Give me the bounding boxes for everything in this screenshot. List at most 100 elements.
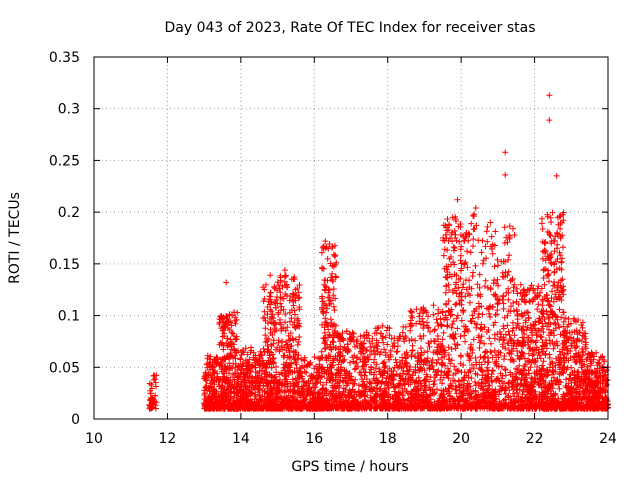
- data-point: [268, 313, 275, 320]
- data-point: [510, 358, 517, 365]
- data-point: [309, 380, 316, 387]
- data-point: [233, 316, 240, 323]
- data-point: [294, 322, 301, 329]
- data-point: [562, 315, 569, 322]
- data-point: [495, 300, 502, 306]
- data-point: [209, 380, 216, 387]
- data-point: [500, 305, 507, 312]
- data-point: [268, 373, 275, 380]
- data-point: [559, 276, 566, 283]
- data-point: [229, 330, 236, 337]
- data-point: [556, 385, 563, 392]
- data-point: [220, 368, 227, 375]
- data-point: [241, 379, 248, 386]
- data-point: [261, 398, 268, 405]
- data-point: [321, 340, 328, 347]
- data-point: [296, 282, 303, 288]
- data-point: [238, 349, 245, 356]
- data-point: [148, 405, 155, 412]
- data-point: [204, 352, 211, 359]
- data-point: [275, 389, 282, 396]
- data-point: [470, 212, 476, 219]
- data-point: [453, 315, 460, 322]
- data-point: [288, 315, 295, 322]
- data-point: [148, 396, 155, 403]
- data-point: [290, 353, 297, 360]
- data-point: [297, 405, 304, 412]
- data-point: [298, 356, 305, 363]
- data-point: [464, 264, 471, 271]
- data-point: [251, 400, 258, 407]
- data-point: [265, 346, 272, 353]
- data-point: [308, 375, 315, 382]
- data-point: [303, 379, 310, 386]
- data-point: [288, 359, 295, 366]
- data-point: [243, 367, 250, 374]
- data-point: [227, 401, 234, 408]
- data-point: [506, 223, 513, 230]
- data-point: [467, 299, 473, 306]
- data-point: [209, 359, 216, 366]
- data-point: [461, 260, 468, 267]
- data-point: [286, 337, 293, 344]
- data-point: [468, 375, 475, 382]
- data-point: [261, 348, 268, 355]
- data-point: [207, 353, 214, 360]
- data-point: [319, 309, 326, 315]
- data-point: [277, 279, 284, 286]
- data-point: [487, 219, 494, 226]
- data-point: [211, 368, 218, 375]
- data-point: [279, 295, 286, 302]
- data-point: [265, 405, 272, 411]
- data-point: [537, 333, 544, 340]
- data-point: [505, 296, 512, 303]
- data-point: [261, 308, 268, 315]
- data-point: [219, 333, 226, 340]
- data-point: [548, 219, 555, 226]
- data-point: [301, 388, 308, 395]
- data-point: [258, 352, 264, 359]
- data-point: [549, 288, 555, 295]
- data-point: [264, 372, 271, 379]
- data-point: [393, 349, 400, 355]
- data-point: [217, 313, 224, 320]
- data-point: [431, 378, 437, 384]
- data-point: [311, 365, 318, 372]
- data-point: [324, 255, 331, 262]
- data-point: [237, 355, 244, 362]
- data-point: [249, 390, 256, 397]
- data-point: [470, 269, 476, 276]
- data-point: [285, 392, 292, 399]
- data-point: [449, 321, 456, 327]
- data-point: [295, 317, 302, 324]
- data-point: [295, 295, 302, 302]
- data-point: [314, 389, 321, 396]
- data-point: [319, 298, 326, 305]
- data-point: [268, 341, 275, 348]
- data-point: [256, 392, 263, 399]
- data-point: [245, 359, 252, 366]
- data-point: [280, 361, 287, 368]
- data-point: [440, 329, 447, 336]
- data-point: [327, 260, 334, 267]
- data-point: [310, 384, 317, 391]
- data-point: [291, 382, 298, 389]
- data-point: [485, 359, 492, 366]
- data-point: [323, 357, 330, 364]
- data-point: [560, 318, 567, 325]
- data-point: [301, 357, 308, 364]
- data-point: [235, 347, 241, 354]
- data-point: [277, 376, 283, 383]
- data-point: [248, 344, 254, 351]
- data-point: [318, 264, 325, 271]
- data-point: [224, 386, 231, 393]
- data-point: [203, 361, 210, 368]
- data-point: [535, 301, 542, 308]
- data-point: [201, 405, 208, 412]
- data-point: [260, 345, 267, 352]
- data-point: [277, 294, 284, 301]
- data-point: [483, 228, 490, 235]
- data-point: [204, 402, 211, 409]
- data-point: [545, 272, 552, 279]
- data-point: [297, 394, 304, 401]
